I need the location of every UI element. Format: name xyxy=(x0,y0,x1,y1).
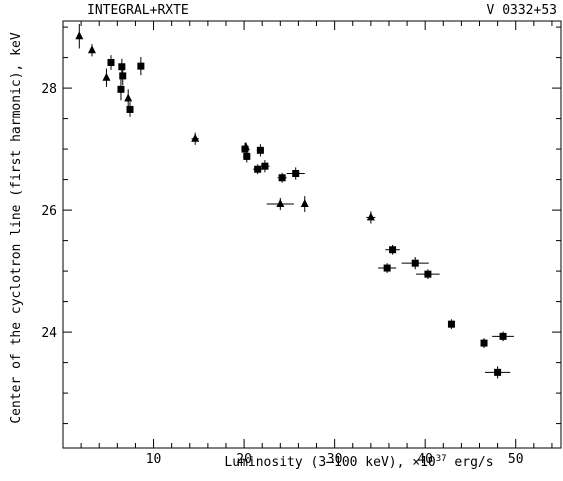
y-tick-label: 28 xyxy=(41,82,57,97)
chart-title-right: V 0332+53 xyxy=(487,3,557,18)
square-marker xyxy=(126,105,134,113)
triangle-data-point xyxy=(191,132,200,145)
square-data-point xyxy=(126,102,134,117)
x-axis-label-unit: erg/s xyxy=(447,455,494,470)
square-data-point xyxy=(137,56,145,76)
square-data-point xyxy=(385,244,400,255)
square-data-point xyxy=(401,257,429,270)
square-marker xyxy=(447,320,455,328)
axis-ticks xyxy=(63,21,561,448)
square-data-point xyxy=(416,269,440,280)
x-tick-label: 30 xyxy=(327,452,343,467)
square-marker xyxy=(292,170,300,177)
axis-tick-labels: 10 20 30 40 50 24 26 28 xyxy=(41,82,523,467)
square-data-point xyxy=(256,144,265,157)
square-data-point xyxy=(118,58,126,75)
x-axis-label: Luminosity (3–100 keV), ×1037 erg/s xyxy=(224,454,493,470)
chart-title-left: INTEGRAL+RXTE xyxy=(87,3,189,18)
square-data-point xyxy=(480,338,488,348)
y-tick-label: 26 xyxy=(41,204,57,219)
triangle-marker xyxy=(241,142,250,151)
square-data-point xyxy=(378,263,397,273)
y-tick-label: 24 xyxy=(41,326,57,341)
triangle-marker xyxy=(276,199,285,207)
square-data-point xyxy=(277,172,287,183)
square-marker xyxy=(107,58,115,66)
square-data-point xyxy=(492,331,514,342)
triangle-data-point xyxy=(87,44,96,57)
square-data-point xyxy=(286,167,305,180)
triangle-data-point xyxy=(266,197,294,211)
y-axis-label: Center of the cyclotron line (first harm… xyxy=(9,32,24,424)
square-marker xyxy=(119,72,127,80)
x-axis-label-main: Luminosity (3–100 keV), ×10 xyxy=(224,455,435,470)
square-marker xyxy=(118,63,126,71)
square-marker xyxy=(256,146,264,154)
triangle-marker xyxy=(191,133,200,142)
square-data-point xyxy=(260,160,270,173)
square-marker xyxy=(411,259,419,267)
plot-frame xyxy=(62,20,562,449)
square-marker xyxy=(480,339,488,347)
square-marker xyxy=(254,165,262,173)
triangle-marker xyxy=(75,31,84,40)
triangle-marker xyxy=(300,199,309,207)
triangle-data-point xyxy=(300,196,309,212)
square-marker xyxy=(278,174,286,182)
triangle-data-point xyxy=(102,68,111,87)
triangle-data-point xyxy=(124,89,133,108)
square-data-point xyxy=(243,150,251,163)
triangle-data-point xyxy=(366,211,376,224)
square-marker xyxy=(261,162,269,170)
square-marker xyxy=(424,270,432,278)
square-data-point xyxy=(253,164,263,175)
triangle-marker xyxy=(102,72,111,81)
triangle-data-point xyxy=(241,142,250,153)
square-marker xyxy=(494,368,502,376)
square-marker xyxy=(389,246,397,254)
square-marker xyxy=(383,264,391,272)
x-tick-label: 20 xyxy=(236,452,252,467)
x-axis-label-exponent: 37 xyxy=(436,454,447,464)
square-data-point xyxy=(119,66,127,86)
triangle-data-point xyxy=(75,24,84,49)
triangle-marker xyxy=(87,45,96,54)
x-tick-label: 40 xyxy=(417,452,433,467)
square-data-point xyxy=(117,78,125,101)
data-points xyxy=(75,24,514,379)
square-marker xyxy=(499,332,507,340)
plot-border xyxy=(62,20,562,449)
triangle-marker xyxy=(366,212,375,221)
square-data-point xyxy=(447,319,455,330)
square-data-point xyxy=(484,366,511,379)
x-tick-label: 10 xyxy=(146,452,162,467)
triangle-marker xyxy=(124,93,133,102)
square-marker xyxy=(137,62,145,70)
x-tick-label: 50 xyxy=(508,452,524,467)
square-data-point xyxy=(107,55,115,70)
square-marker xyxy=(117,85,125,93)
square-marker xyxy=(243,152,251,160)
